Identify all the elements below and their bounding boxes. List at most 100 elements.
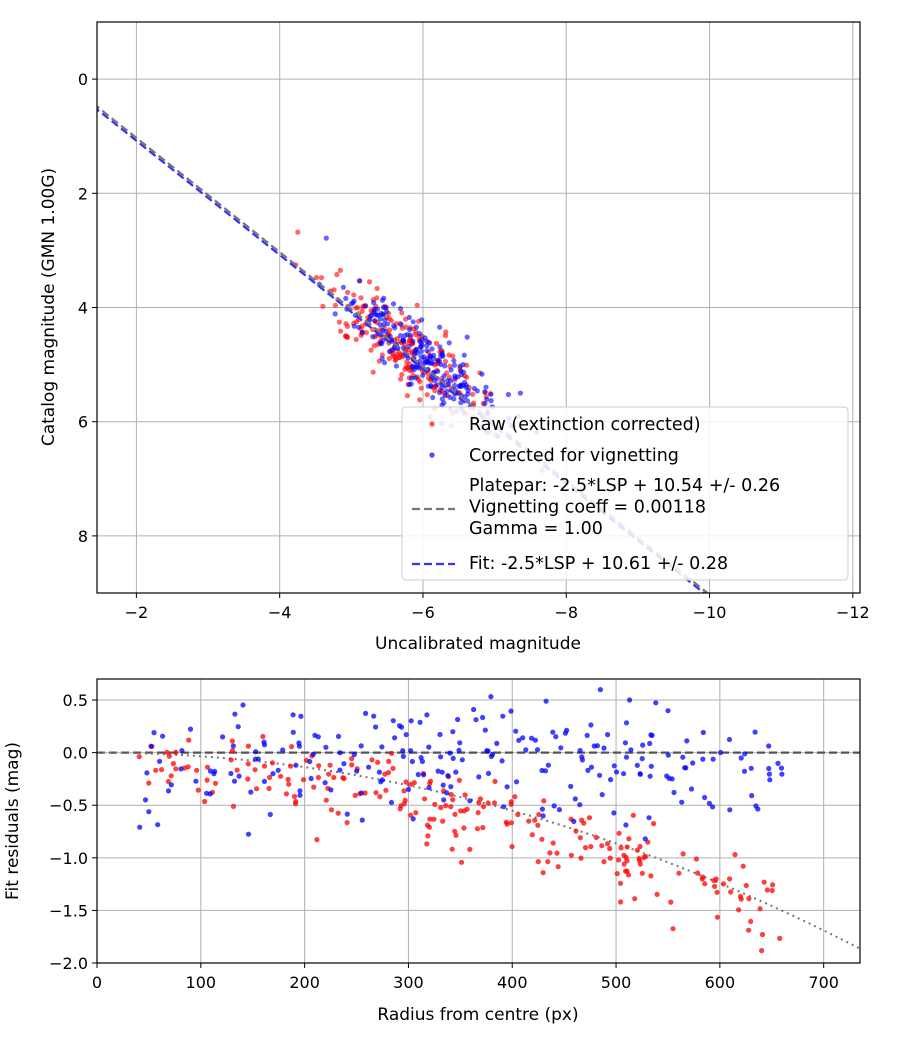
raw-residual-point <box>491 800 498 806</box>
top-x-ticks: −2 −4 −6 −8 −10 −12 <box>125 593 870 622</box>
corrected-residual-point <box>551 803 557 809</box>
corrected-residual-point <box>779 771 785 777</box>
raw-point <box>370 369 376 375</box>
corrected-residual-point <box>767 777 773 783</box>
bottom-plot-frame <box>96 678 861 964</box>
corrected-point <box>332 311 338 317</box>
raw-residual-point <box>362 790 368 796</box>
raw-residual-point <box>170 761 176 767</box>
raw-residual-point <box>288 763 294 769</box>
raw-point <box>371 343 377 349</box>
raw-residual-point <box>624 868 630 874</box>
corrected-point <box>465 391 471 397</box>
raw-residual-point <box>194 767 200 773</box>
raw-residual-point <box>260 733 266 740</box>
raw-residual-point <box>456 777 462 783</box>
raw-residual-point <box>632 896 638 902</box>
corrected-point <box>451 358 457 364</box>
raw-point <box>388 318 395 324</box>
raw-residual-point <box>624 844 630 850</box>
bottom-y-tick-label: 0.0 <box>63 744 88 763</box>
corrected-residual-point <box>408 748 414 754</box>
corrected-residual-point <box>459 757 465 763</box>
corrected-residual-point <box>504 784 510 790</box>
corrected-point <box>437 324 443 330</box>
corrected-point <box>400 345 406 351</box>
raw-residual-point <box>427 781 433 787</box>
corrected-residual-point <box>450 755 456 762</box>
top-y-tick-label: 6 <box>78 413 88 432</box>
corrected-point <box>431 352 437 358</box>
corrected-residual-point <box>400 753 406 760</box>
raw-residual-point <box>740 863 746 869</box>
raw-residual-point <box>748 918 754 925</box>
top-x-tick-label: −12 <box>836 603 870 622</box>
corrected-point <box>382 317 388 323</box>
corrected-residual-point <box>623 822 629 828</box>
corrected-residual-point <box>307 758 313 765</box>
corrected-residual-point <box>424 712 430 718</box>
corrected-residual-point <box>456 747 462 753</box>
corrected-point <box>411 367 417 373</box>
raw-point <box>412 331 418 338</box>
corrected-residual-point <box>584 732 590 739</box>
raw-residual-point <box>450 797 456 803</box>
raw-point <box>331 287 337 293</box>
fit-line <box>97 107 706 593</box>
corrected-point <box>381 295 387 301</box>
raw-residual-point <box>680 851 686 857</box>
corrected-residual-point <box>513 728 519 734</box>
raw-residual-point <box>668 899 674 905</box>
corrected-residual-point <box>220 734 226 740</box>
bottom-x-tick-label: 600 <box>705 973 736 992</box>
raw-point <box>470 391 476 397</box>
raw-residual-point <box>285 776 291 783</box>
corrected-residual-point <box>476 774 482 780</box>
corrected-residual-point <box>344 811 350 817</box>
corrected-residual-point <box>146 809 152 815</box>
corrected-point <box>417 331 423 337</box>
corrected-residual-point <box>388 799 395 806</box>
corrected-residual-point <box>550 729 556 735</box>
raw-residual-point <box>480 825 486 831</box>
raw-point <box>295 229 301 235</box>
corrected-residual-point <box>252 756 258 762</box>
raw-residual-point <box>643 853 649 860</box>
raw-residual-point <box>266 785 272 792</box>
raw-point <box>399 371 405 378</box>
corrected-point <box>479 371 485 377</box>
raw-residual-point <box>314 837 320 843</box>
corrected-point <box>380 304 387 310</box>
corrected-residual-point <box>622 740 629 746</box>
raw-residual-point <box>422 796 428 802</box>
raw-point <box>353 305 359 311</box>
raw-point <box>433 340 439 346</box>
raw-residual-point <box>614 871 620 877</box>
raw-residual-point <box>777 935 783 942</box>
corrected-point <box>387 333 393 339</box>
corrected-residual-point <box>148 743 154 749</box>
corrected-residual-point <box>682 765 688 771</box>
raw-residual-point <box>291 793 298 800</box>
corrected-residual-point <box>204 790 210 796</box>
legend-platepar-line: Gamma = 1.00 <box>469 519 603 539</box>
corrected-residual-point <box>358 790 364 796</box>
raw-residual-point <box>269 760 276 766</box>
raw-point <box>344 334 351 341</box>
raw-residual-point <box>651 821 657 827</box>
legend-platepar-line: Platepar: -2.5*LSP + 10.54 +/- 0.26 <box>469 476 780 496</box>
raw-residual-point <box>146 780 152 786</box>
corrected-point <box>460 382 466 388</box>
corrected-residual-point <box>457 740 463 746</box>
magnitude-calibration-chart: −2 −4 −6 −8 −10 −12 0 2 4 6 8 Uncalibrated magnit… <box>39 21 870 654</box>
raw-residual-point <box>721 881 727 887</box>
corrected-residual-point <box>680 754 686 760</box>
corrected-residual-point <box>766 771 773 777</box>
corrected-point <box>441 373 447 379</box>
raw-residual-point <box>746 927 752 933</box>
corrected-point <box>418 348 424 354</box>
corrected-point <box>445 382 452 388</box>
bottom-x-ticks: 0 100 200 300 400 500 600 700 <box>92 963 839 992</box>
corrected-residual-point <box>267 811 273 818</box>
corrected-residual-point <box>726 736 733 743</box>
